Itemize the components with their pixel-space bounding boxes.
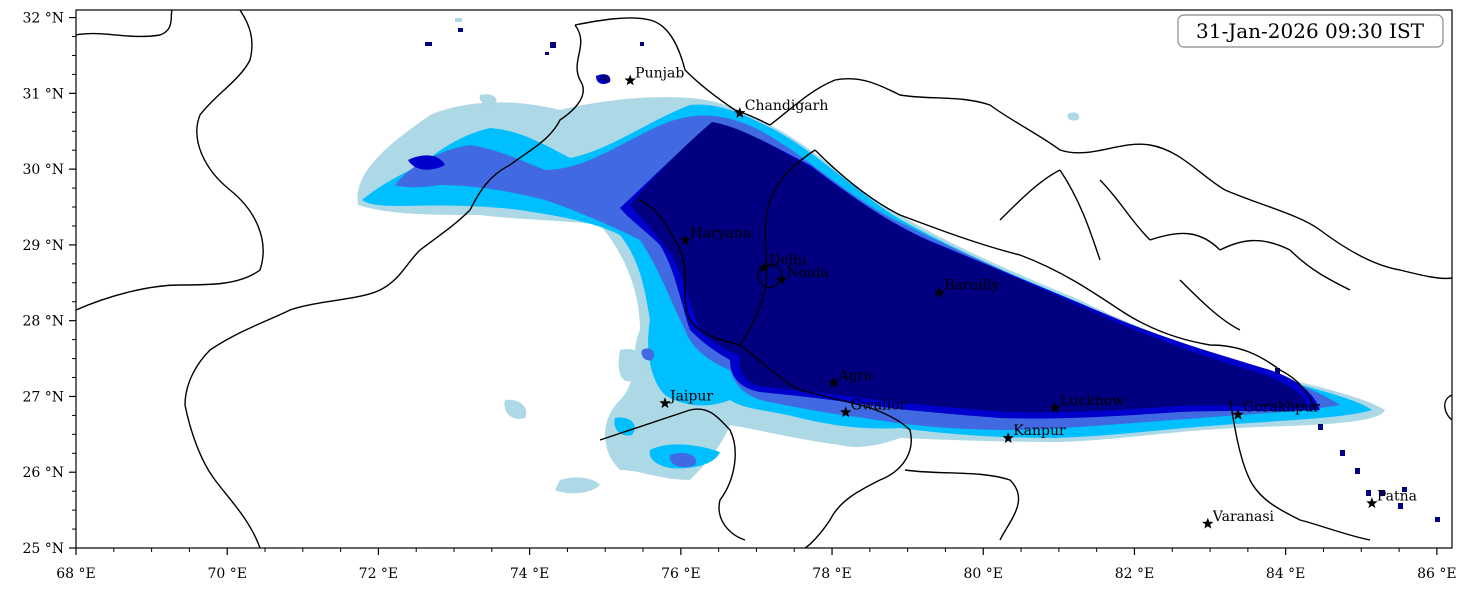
timestamp-label: 31-Jan-2026 09:30 IST: [1196, 19, 1425, 43]
shade-poly-1b: [555, 477, 600, 494]
city-label: Chandigarh: [745, 98, 829, 114]
city-chandigarh: Chandigarh: [734, 98, 828, 118]
shade-poly-1c: [618, 349, 644, 382]
y-tick-label: 31 °N: [22, 86, 64, 102]
border-north: [769, 78, 1452, 280]
city-label: Gwalior: [851, 397, 907, 413]
star-icon: [659, 397, 671, 409]
x-tick-label: 74 °E: [510, 566, 549, 582]
city-label: Jaipur: [668, 388, 713, 404]
timestamp-box: 31-Jan-2026 09:30 IST: [1177, 14, 1444, 48]
x-tick-label: 82 °E: [1115, 566, 1154, 582]
shade-poly-2c: [614, 417, 635, 436]
city-varanasi: Varanasi: [1202, 509, 1275, 529]
city-gorakhpur: Gorakhpur: [1232, 400, 1320, 420]
city-punjab: Punjab: [624, 65, 684, 86]
y-tick-label: 27 °N: [22, 389, 64, 405]
nepal-lines: [999, 169, 1351, 331]
shade-poly-3c: [641, 348, 655, 361]
star-icon: [933, 286, 946, 298]
x-tick-label: 78 °E: [812, 566, 851, 582]
shading-level-5: [425, 28, 1440, 522]
city-label: Lucknow: [1060, 393, 1124, 409]
y-tick-label: 25 °N: [22, 541, 64, 557]
plot-frame: [75, 9, 1453, 549]
city-label: Gorakhpur: [1243, 400, 1320, 416]
state-line-4: [904, 469, 1020, 541]
border-india-pakistan: [184, 24, 584, 548]
city-gwalior: Gwalior: [839, 397, 907, 418]
city-kanpur: Kanpur: [1002, 423, 1066, 443]
star-icon: [1202, 517, 1214, 529]
city-noida: Noida: [775, 265, 829, 285]
city-label: Agra: [838, 368, 873, 384]
city-label: Kanpur: [1013, 423, 1066, 439]
city-label: Delhi: [769, 253, 807, 269]
x-tick-label: 86 °E: [1417, 566, 1456, 582]
border-west-1: [76, 10, 264, 311]
y-tick-label: 29 °N: [22, 238, 64, 254]
x-tick-label: 72 °E: [359, 566, 398, 582]
star-icon: [758, 261, 770, 273]
city-label: Patna: [1377, 488, 1417, 504]
border-nepal: [814, 149, 1316, 411]
city-label: Bareilly: [944, 278, 999, 294]
shade-poly-5a: [630, 122, 1308, 413]
city-label: Punjab: [635, 65, 684, 81]
star-icon: [1002, 432, 1014, 443]
state-line-5: [1229, 399, 1371, 541]
city-jaipur: Jaipur: [659, 388, 713, 409]
shade-poly-1f: [1067, 112, 1080, 121]
political-boundaries: [76, 10, 1452, 548]
city-bareilly: Bareilly: [933, 278, 999, 298]
x-axis: 68 °E 70 °E 72 °E 74 °E 76 °E 78 °E 80 °E 82 °E…: [56, 548, 1457, 582]
city-label: Noida: [786, 265, 828, 281]
precipitation-shading: [357, 18, 1440, 522]
y-tick-label: 28 °N: [22, 314, 64, 330]
star-icon: [775, 273, 788, 285]
star-icon: [827, 376, 840, 388]
y-tick-label: 26 °N: [22, 465, 64, 481]
city-label: Haryana: [690, 225, 751, 241]
x-tick-label: 84 °E: [1266, 566, 1305, 582]
city-delhi: Delhi: [758, 253, 807, 273]
star-icon: [679, 234, 692, 246]
star-icon: [734, 107, 746, 118]
border-west-2: [76, 10, 173, 38]
star-icon: [1366, 497, 1378, 509]
star-icon: [624, 74, 636, 86]
shade-poly-5b: [599, 74, 610, 83]
y-tick-label: 30 °N: [22, 162, 64, 178]
state-line-2: [739, 344, 912, 548]
x-tick-label: 80 °E: [964, 566, 1003, 582]
x-tick-label: 70 °E: [207, 566, 246, 582]
y-axis: 25 °N 26 °N 27 °N 28 °N 29 °N 30 °N 31 °N 32 °N: [22, 11, 76, 557]
state-line-3: [599, 408, 746, 541]
star-icon: [1049, 401, 1061, 413]
delhi-outline: [757, 264, 783, 288]
city-label: Varanasi: [1212, 509, 1275, 525]
state-line-6: [1444, 394, 1452, 421]
y-tick-label: 32 °N: [22, 11, 64, 27]
star-icon: [839, 406, 852, 418]
star-icon: [1232, 408, 1244, 420]
shade-poly-4b: [408, 155, 445, 170]
shade-poly-1e: [455, 18, 497, 105]
state-line-1: [639, 149, 816, 346]
city-agra: Agra: [827, 368, 873, 388]
border-kashmir: [574, 17, 771, 126]
shade-poly-3b: [669, 453, 696, 468]
x-tick-label: 68 °E: [56, 566, 95, 582]
shade-poly-1d: [504, 399, 527, 419]
city-lucknow: Lucknow: [1049, 393, 1124, 413]
city-patna: Patna: [1366, 488, 1417, 509]
x-tick-label: 76 °E: [661, 566, 700, 582]
city-haryana: Haryana: [679, 225, 751, 246]
